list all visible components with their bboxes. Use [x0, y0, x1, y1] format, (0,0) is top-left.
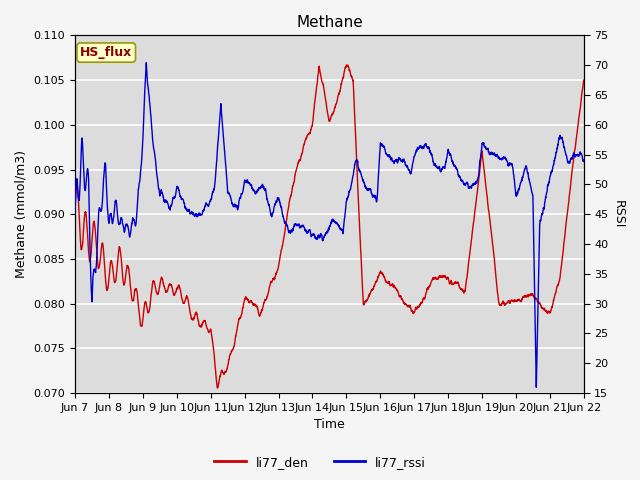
Y-axis label: RSSI: RSSI [612, 200, 625, 228]
Text: HS_flux: HS_flux [80, 46, 132, 59]
X-axis label: Time: Time [314, 419, 345, 432]
Y-axis label: Methane (mmol/m3): Methane (mmol/m3) [15, 150, 28, 278]
Title: Methane: Methane [296, 15, 363, 30]
Legend: li77_den, li77_rssi: li77_den, li77_rssi [209, 451, 431, 474]
